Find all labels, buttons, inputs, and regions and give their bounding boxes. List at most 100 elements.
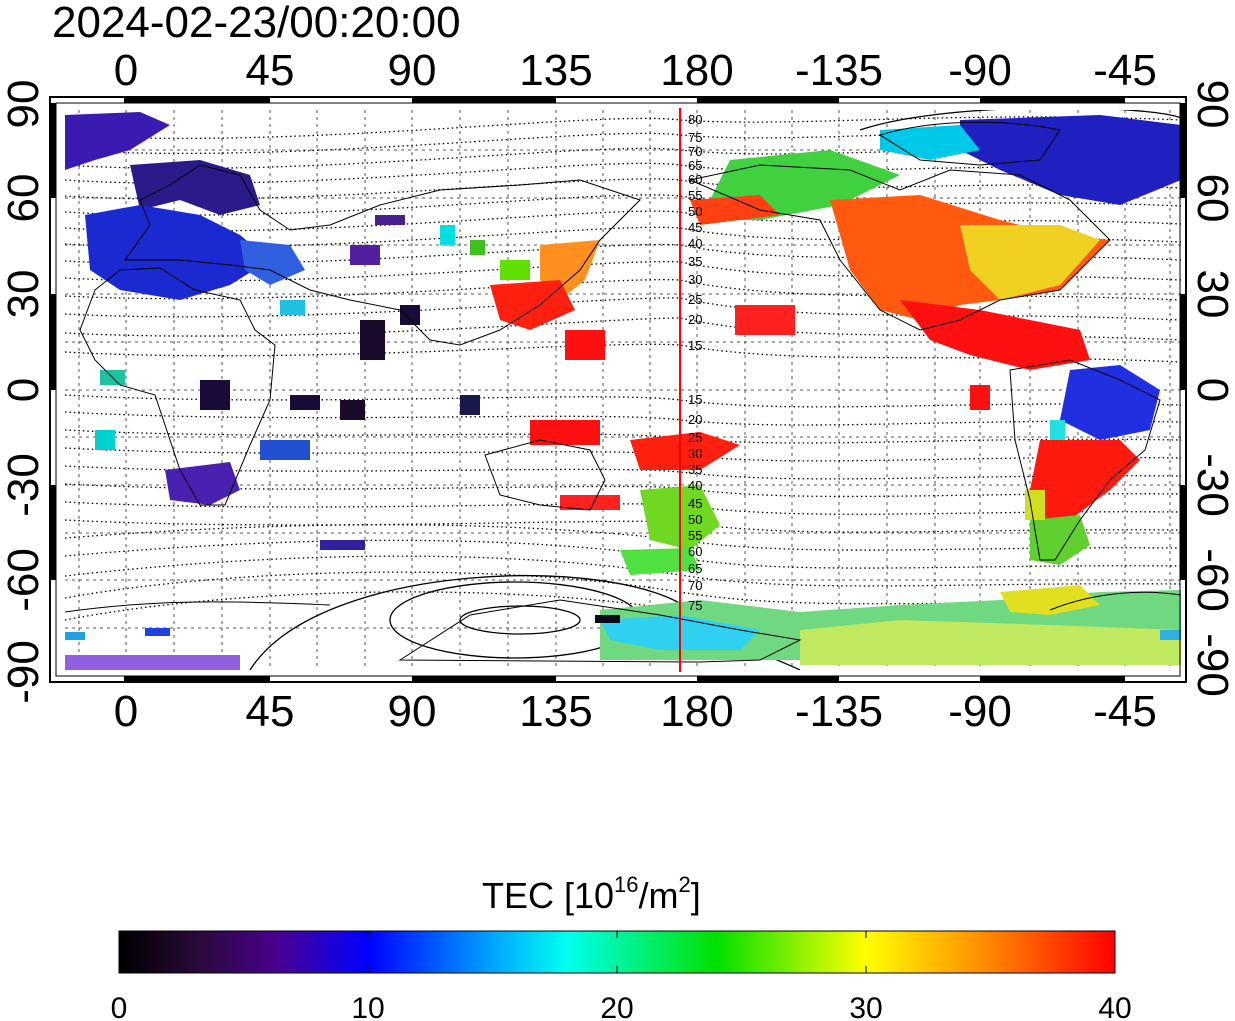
tec-patch-scatter xyxy=(460,395,480,415)
tec-patch-sa xyxy=(1050,420,1065,440)
top-axis-label: 90 xyxy=(388,46,437,95)
top-axis-label: 135 xyxy=(519,46,592,95)
top-axis-label: 45 xyxy=(246,46,295,95)
colorbar-minor-ticks xyxy=(367,931,867,973)
tec-patch-sa xyxy=(1025,490,1045,520)
colorbar-tick-label: 10 xyxy=(351,992,384,1021)
frame-ticks xyxy=(50,97,1186,682)
right-axis-label: 0 xyxy=(1188,378,1235,402)
timestamp-title: 2024-02-23/00:20:00 xyxy=(52,0,461,47)
contour-labels-south: 15 20 25 30 35 40 45 50 55 60 65 70 75 xyxy=(688,392,702,613)
tec-patch-australia xyxy=(530,420,600,445)
tec-patch-na xyxy=(960,225,1100,300)
tec-patch-antarctic xyxy=(1160,630,1181,640)
tec-patch-southatl xyxy=(320,540,365,550)
tec-patch-africa xyxy=(260,440,310,460)
contour-label: 75 xyxy=(688,130,702,145)
colorbar-tick-label: 30 xyxy=(849,992,882,1021)
colorbar-tick-label: 0 xyxy=(111,992,128,1021)
contour-label: 70 xyxy=(688,144,702,159)
colorbar-title-mid: /m xyxy=(639,875,679,916)
bottom-axis-label: -45 xyxy=(1093,687,1157,736)
colorbar-tick-label: 40 xyxy=(1098,992,1131,1021)
contour-label: 80 xyxy=(688,112,702,127)
tec-patch-antarctic xyxy=(65,632,85,640)
tec-patch-africa xyxy=(95,430,115,450)
contour-label: 15 xyxy=(688,338,702,353)
contour-labels-north: 80 75 70 65 60 55 50 45 40 35 30 25 20 1… xyxy=(688,112,702,353)
top-axis-label: -135 xyxy=(795,46,883,95)
contour-label: 30 xyxy=(688,446,702,461)
colorbar-tick-labels: 0 10 20 30 40 xyxy=(111,992,1132,1021)
contour-label: 30 xyxy=(688,272,702,287)
right-axis-label: -60 xyxy=(1188,548,1235,612)
left-axis-label: -90 xyxy=(0,640,48,704)
bottom-axis-label: 90 xyxy=(388,687,437,736)
tec-patch-na xyxy=(900,300,1090,370)
tec-patch-sa xyxy=(1060,365,1160,440)
contour-label: 25 xyxy=(688,292,702,307)
right-axis-label: -30 xyxy=(1188,453,1235,517)
tec-patch-japan xyxy=(565,330,605,360)
contour-label: 20 xyxy=(688,312,702,327)
left-axis-label: 90 xyxy=(0,80,48,129)
tec-patch-scatter xyxy=(735,305,795,335)
right-axis-labels: 90 60 30 0 -30 -60 -90 xyxy=(1188,80,1235,697)
coastlines xyxy=(65,121,1181,663)
colorbar-title: TEC [1016/m2] xyxy=(482,872,701,916)
right-axis-label: 60 xyxy=(1188,174,1235,223)
top-axis-label: 180 xyxy=(660,46,733,95)
top-axis-label: -45 xyxy=(1093,46,1157,95)
contour-label: 45 xyxy=(688,496,702,511)
contour-label: 15 xyxy=(688,392,702,407)
contour-label: 65 xyxy=(688,158,702,173)
contour-label: 20 xyxy=(688,412,702,427)
bottom-axis-label: 45 xyxy=(246,687,295,736)
contour-label: 75 xyxy=(688,598,702,613)
tec-patch-antarctic xyxy=(800,620,1181,665)
top-axis-labels: 0 45 90 135 180 -135 -90 -45 xyxy=(114,46,1157,95)
tec-patch-asia xyxy=(440,225,455,245)
left-axis-label: 60 xyxy=(0,174,48,223)
colorbar-title-main: TEC [10 xyxy=(482,875,614,916)
tec-patch-africa xyxy=(200,380,230,410)
contour-label: 65 xyxy=(688,561,702,576)
colorbar-title-sup: 16 xyxy=(614,872,638,897)
contour-label: 70 xyxy=(688,578,702,593)
contour-label: 40 xyxy=(688,236,702,251)
colorbar-title-sup2: 2 xyxy=(679,872,691,897)
tec-patch-europe xyxy=(130,160,260,215)
left-axis-labels: 90 60 30 0 -30 -60 -90 xyxy=(0,80,48,704)
tec-patch-na-north xyxy=(880,125,980,160)
tec-patch-australia xyxy=(560,495,620,510)
left-axis-label: 0 xyxy=(0,378,48,402)
contour-label: 55 xyxy=(688,528,702,543)
right-axis-label: -90 xyxy=(1188,633,1235,697)
tec-patch-europe xyxy=(240,240,305,285)
tec-patch-asia xyxy=(375,215,405,225)
tec-patch-scatter xyxy=(340,400,365,420)
tec-patch-alaska xyxy=(690,195,780,225)
contour-label: 45 xyxy=(688,220,702,235)
tec-patch-australia xyxy=(630,432,740,470)
right-axis-label: 90 xyxy=(1188,80,1235,129)
bottom-axis-label: 180 xyxy=(660,687,733,736)
contour-label: 60 xyxy=(688,172,702,187)
contour-label: 35 xyxy=(688,254,702,269)
tec-patch-asia xyxy=(360,320,385,360)
top-axis-label: 0 xyxy=(114,46,138,95)
tec-patch-europe xyxy=(85,205,270,300)
bottom-axis-label: -135 xyxy=(795,687,883,736)
contour-label: 50 xyxy=(688,204,702,219)
tec-patch-europe xyxy=(65,112,170,170)
tec-patch-africa xyxy=(165,462,240,505)
right-axis-label: 30 xyxy=(1188,270,1235,319)
contour-label: 25 xyxy=(688,430,702,445)
tec-patch-asia xyxy=(470,240,485,255)
colorbar-tick-label: 20 xyxy=(600,992,633,1021)
bottom-axis-labels: 0 45 90 135 180 -135 -90 -45 xyxy=(114,687,1157,736)
contour-label: 60 xyxy=(688,544,702,559)
tec-patch-antarctic xyxy=(595,615,620,623)
contour-label: 35 xyxy=(688,462,702,477)
